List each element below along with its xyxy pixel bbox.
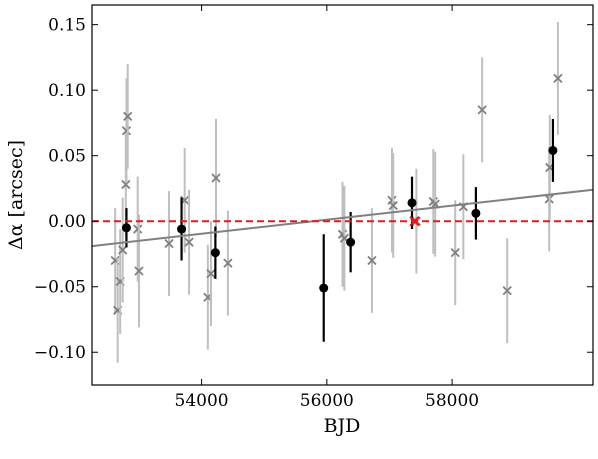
- x-tick-label: 54000: [175, 391, 229, 411]
- data-point-cross: [367, 255, 377, 266]
- data-point-dot: [210, 248, 220, 258]
- data-point-cross: [388, 200, 398, 211]
- data-point-cross: [121, 126, 132, 136]
- x-axis-label: BJD: [324, 415, 361, 437]
- y-tick-label: −0.05: [34, 278, 86, 298]
- y-tick-label: 0.00: [48, 212, 86, 232]
- data-point-dot: [177, 224, 187, 234]
- data-point-cross: [164, 238, 174, 249]
- data-point-cross: [123, 111, 133, 122]
- data-point-dot: [407, 198, 417, 208]
- y-tick-label: 0.05: [48, 147, 86, 167]
- y-axis-label: Δα [arcsec]: [5, 140, 27, 250]
- plot-frame: [91, 4, 594, 386]
- data-point-cross: [184, 237, 194, 247]
- plot-area: [91, 22, 594, 363]
- data-point-cross: [206, 268, 216, 279]
- y-tick-label: −0.10: [34, 343, 86, 363]
- axes: 54000 56000 58000 −0.10 −0.05 0.00 0.05 0.10 0.1…: [34, 5, 593, 411]
- fit-line: [91, 188, 594, 248]
- data-point-cross: [477, 105, 487, 115]
- highlight-cross: [409, 215, 420, 227]
- data-point-dot: [319, 283, 329, 293]
- data-point-cross: [134, 266, 144, 276]
- y-tick-label: 0.10: [48, 81, 86, 101]
- y-tick-label: 0.15: [48, 16, 86, 36]
- data-point-dot: [121, 223, 131, 233]
- data-point-cross: [211, 173, 221, 183]
- data-point-dot: [548, 145, 558, 155]
- data-point-cross: [223, 258, 233, 268]
- x-tick-label: 56000: [300, 391, 354, 411]
- data-point-cross: [502, 286, 512, 296]
- x-tick-label: 58000: [425, 391, 479, 411]
- data-point-dot: [346, 237, 356, 247]
- data-point-cross: [121, 179, 131, 190]
- data-point-cross: [133, 224, 143, 234]
- data-point-cross: [450, 248, 460, 258]
- data-point-cross: [553, 73, 563, 84]
- data-point-dot: [471, 208, 481, 218]
